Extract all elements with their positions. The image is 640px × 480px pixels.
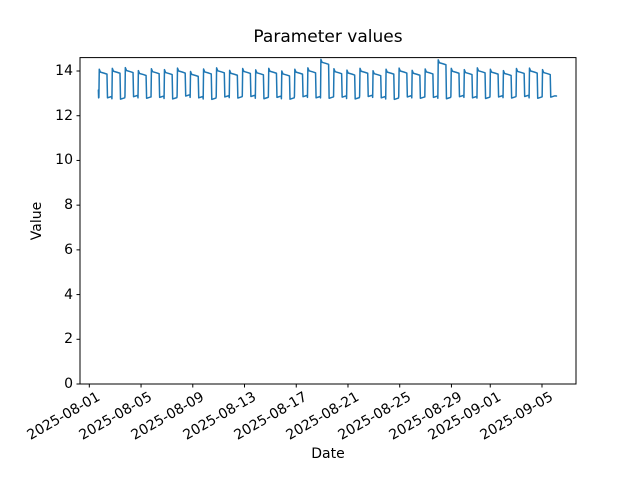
y-tick-label: 12 — [55, 107, 73, 124]
y-tick-label: 4 — [64, 286, 73, 303]
chart-title: Parameter values — [253, 27, 403, 47]
x-axis-label: Date — [311, 446, 345, 462]
y-tick-label: 8 — [64, 197, 73, 214]
y-tick-label: 2 — [64, 331, 73, 348]
y-tick-label: 14 — [55, 63, 73, 79]
data-line — [97, 58, 558, 101]
y-tick-label: 0 — [64, 376, 73, 392]
axes-spines — [79, 57, 577, 385]
y-tick-label: 6 — [64, 241, 73, 258]
y-tick-label: 10 — [55, 152, 73, 169]
